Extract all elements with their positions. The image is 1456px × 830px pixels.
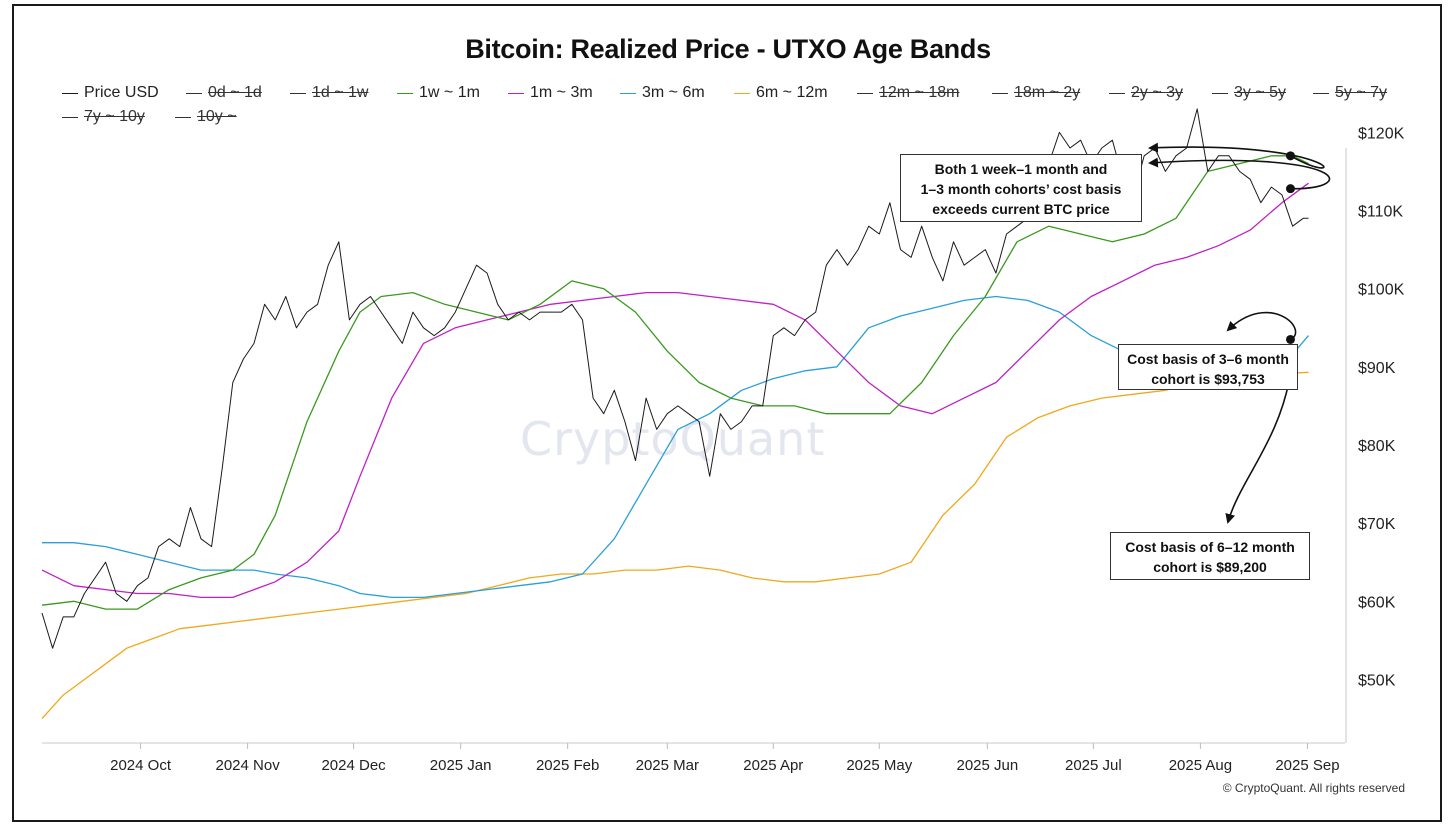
y-tick-label: $60K [1358,594,1396,611]
legend-swatch [62,92,78,94]
x-tick-label: 2024 Oct [110,757,172,774]
legend-swatch [620,92,636,94]
legend-3y-5y[interactable]: 3y ~ 5y [1212,84,1286,102]
legend-swatch [992,92,1008,94]
annotation-top-line2: 1–3 month cohorts’ cost basis [920,181,1122,197]
copyright-credit: © CryptoQuant. All rights reserved [1222,781,1405,795]
y-tick-label: $90K [1358,360,1396,377]
chart-frame [12,4,1442,822]
annotation-top-line3: exceeds current BTC price [932,201,1110,217]
x-tick-label: 2025 May [846,757,912,774]
legend-7y-10y[interactable]: 7y ~ 10y [62,108,145,126]
marker-dot-1w-1m [1285,151,1295,161]
legend-label: 5y ~ 7y [1335,84,1388,101]
legend-swatch [734,92,750,94]
series-layer [41,108,1309,720]
legend-label: 12m ~ 18m [879,84,960,101]
x-tick-label: 2025 Aug [1169,757,1232,774]
marker-dot-1m-3m [1285,184,1295,194]
legend-swatch [186,92,202,94]
axes-layer: $50K $60K $70K $80K $90K $100K $110K $120K 2024 … [42,125,1405,774]
legend-label: 1m ~ 3m [530,84,593,101]
legend-1m-3m[interactable]: 1m ~ 3m [508,84,593,102]
legend-3m-6m[interactable]: 3m ~ 6m [620,84,705,102]
legend-label: 3y ~ 5y [1234,84,1287,101]
legend-10y-plus[interactable]: 10y ~ [175,108,237,126]
x-tick-label: 2024 Dec [321,757,386,774]
x-tick-label: 2025 Jul [1065,757,1122,774]
legend-6m-12m[interactable]: 6m ~ 12m [734,84,828,102]
legend-swatch [1313,92,1329,94]
legend-swatch [397,92,413,94]
legend-1d-1w[interactable]: 1d ~ 1w [290,84,368,102]
annotation-layer [1148,142,1331,524]
x-tick-label: 2025 Jan [430,757,492,774]
legend-label: 0d ~ 1d [208,84,262,101]
y-tick-label: $80K [1358,438,1396,455]
legend-1w-1m[interactable]: 1w ~ 1m [397,84,480,102]
legend-2y-3y[interactable]: 2y ~ 3y [1109,84,1183,102]
legend-18m-2y[interactable]: 18m ~ 2y [992,84,1080,102]
annotation-arrow-blue [1226,311,1297,341]
annotation-arrow-green [1148,142,1325,169]
x-tick-label: 2025 Apr [743,757,803,774]
annotation-bottom-line2: cohort is $89,200 [1153,559,1267,575]
x-tick-label: 2025 Mar [636,757,699,774]
legend-swatch [175,116,191,118]
legend-label: 10y ~ [197,108,237,125]
series-line-1w-1m [41,155,1309,610]
legend-swatch [1212,92,1228,94]
y-tick-label: $70K [1358,516,1396,533]
legend-label: 2y ~ 3y [1131,84,1184,101]
x-tick-label: 2025 Feb [536,757,599,774]
legend-label: 3m ~ 6m [642,84,705,101]
annotation-arrow-orange [1225,372,1292,524]
annotation-bottom: Cost basis of 6–12 month cohort is $89,2… [1110,532,1310,580]
x-tick-label: 2025 Sep [1275,757,1339,774]
marker-dot-3m-6m [1285,334,1295,344]
legend-swatch [290,92,306,94]
y-tick-label: $110K [1358,204,1403,221]
legend-label: 1w ~ 1m [419,84,480,101]
annotation-top: Both 1 week–1 month and 1–3 month cohort… [900,154,1142,222]
legend-label: 7y ~ 10y [84,108,145,125]
legend-label: 1d ~ 1w [312,84,369,101]
legend-12m-18m[interactable]: 12m ~ 18m [857,84,959,102]
legend-0d-1d[interactable]: 0d ~ 1d [186,84,262,102]
x-tick-label: 2024 Nov [215,757,280,774]
legend-5y-7y[interactable]: 5y ~ 7y [1313,84,1387,102]
series-line-price-usd [41,108,1309,649]
series-line-6m-12m [41,371,1309,720]
annotation-arrow-purple [1148,157,1331,190]
legend-label: Price USD [84,84,159,101]
annotation-bottom-line1: Cost basis of 6–12 month [1125,539,1295,555]
series-line-3m-6m [42,295,1309,599]
y-tick-label: $100K [1358,282,1405,299]
annotation-mid-line2: cohort is $93,753 [1151,371,1265,387]
annotation-mid: Cost basis of 3–6 month cohort is $93,75… [1118,344,1298,390]
legend-swatch [1109,92,1125,94]
legend-price-usd[interactable]: Price USD [62,84,159,102]
legend-label: 18m ~ 2y [1014,84,1081,101]
series-line-1m-3m [41,182,1309,599]
x-tick-label: 2025 Jun [957,757,1019,774]
legend-swatch [857,92,873,94]
legend-swatch [62,116,78,118]
legend-swatch [508,92,524,94]
y-tick-label: $120K [1358,125,1405,142]
annotation-top-line1: Both 1 week–1 month and [934,161,1108,177]
legend-label: 6m ~ 12m [756,84,828,101]
annotation-mid-line1: Cost basis of 3–6 month [1127,351,1289,367]
y-tick-label: $50K [1358,672,1396,689]
chart-title: Bitcoin: Realized Price - UTXO Age Bands [465,34,991,64]
